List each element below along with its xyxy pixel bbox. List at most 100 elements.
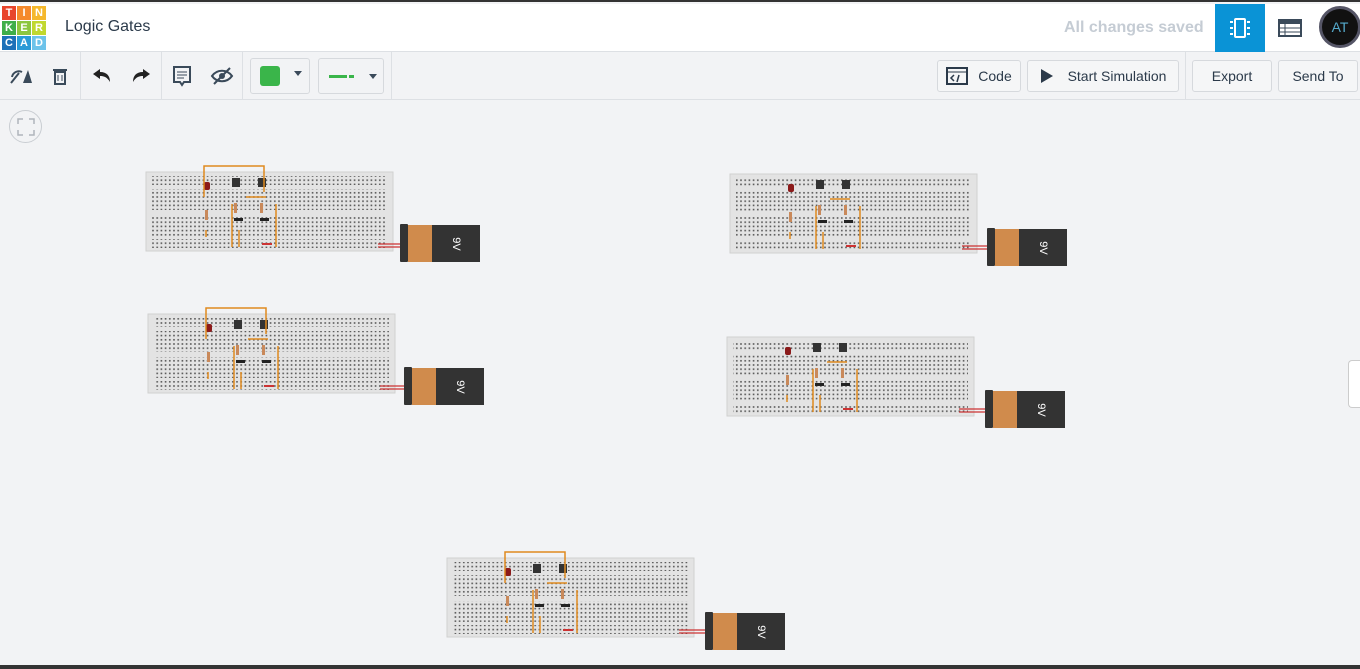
toggle-notes-visibility-button[interactable] [207,58,237,94]
pushbutton[interactable] [232,178,240,187]
led[interactable] [788,184,794,192]
pushbutton[interactable] [813,343,821,352]
circuit-5[interactable]: 9V [446,551,785,650]
logo-letter: N [32,6,46,20]
power-rail-wire [563,629,573,631]
pushbutton[interactable] [234,320,242,329]
notes-icon [173,66,191,87]
wires[interactable] [504,551,578,633]
battery-9v[interactable]: 9V [987,228,1067,266]
resistor [841,368,844,378]
resistor [207,352,210,362]
circuit-2[interactable]: 9V [729,173,1067,266]
power-rail-wire [846,245,856,247]
zoom-to-fit-button[interactable] [9,110,42,143]
transistor [535,604,544,607]
table-icon [1278,19,1302,37]
start-simulation-button[interactable]: Start Simulation [1027,60,1179,92]
resistor [818,205,821,215]
pushbutton[interactable] [559,564,567,573]
led[interactable] [206,324,212,332]
led[interactable] [505,568,511,576]
battery-9v[interactable]: 9V [400,224,480,262]
resistor [205,210,208,220]
pushbutton[interactable] [816,180,824,189]
chevron-down-icon [294,71,302,80]
save-status: All changes saved [1064,19,1204,36]
send-to-button[interactable]: Send To [1278,60,1358,92]
export-button[interactable]: Export [1192,60,1272,92]
code-button[interactable]: Code [937,60,1021,92]
wires[interactable] [205,307,279,389]
resistor [815,368,818,378]
logo-letter: T [2,6,16,20]
circuit-canvas[interactable]: 9V 9V 9V 9V 9V [0,101,1360,669]
wire-color-dropdown[interactable] [250,58,310,94]
resistor [236,345,239,355]
breadboard[interactable] [729,173,978,254]
transistor [260,218,269,221]
redo-button[interactable] [127,58,155,94]
transistor [234,218,243,221]
circuit-3[interactable]: 9V [147,307,484,405]
battery-label: 9V [1035,403,1047,417]
component-list-button[interactable] [1265,4,1315,52]
circuit-4[interactable]: 9V [726,336,1065,428]
wire-type-dropdown[interactable] [318,58,384,94]
logo-letter: R [32,21,46,35]
logo-letter: C [2,36,16,50]
breadboard[interactable] [147,313,396,394]
battery-label: 9V [1037,241,1049,255]
wires[interactable] [786,361,858,412]
led[interactable] [785,347,791,355]
wire-type-icon [329,75,354,78]
fit-icon [16,117,35,136]
power-rail-wire [264,385,274,387]
eye-slash-icon [210,67,234,85]
breadboard[interactable] [145,171,394,252]
rotate-button[interactable] [6,58,36,94]
breadboard[interactable] [726,336,975,417]
logo-letter: I [17,6,31,20]
battery-label: 9V [450,237,462,251]
resistor [260,203,263,213]
code-icon [946,67,969,85]
undo-button[interactable] [88,58,116,94]
pushbutton[interactable] [839,343,847,352]
component-panel-toggle[interactable] [1348,360,1360,408]
transistor [815,383,824,386]
led[interactable] [204,182,210,190]
trash-icon [53,69,67,85]
logo-letter: E [17,21,31,35]
pushbutton[interactable] [533,564,541,573]
breadboard[interactable] [446,557,695,638]
transistor [818,220,827,223]
chip-icon [1230,18,1250,38]
battery-9v[interactable]: 9V [404,367,484,405]
delete-button[interactable] [46,58,74,94]
resistor [561,589,564,599]
color-swatch [260,66,280,86]
resistor [789,212,792,222]
battery-9v[interactable]: 9V [985,390,1065,428]
circuit-1[interactable]: 9V [145,165,480,262]
pushbutton[interactable] [260,320,268,329]
resistor [535,589,538,599]
notes-button[interactable] [168,58,196,94]
user-avatar[interactable]: AT [1319,6,1360,48]
circuit-view-button[interactable] [1215,4,1265,52]
pushbutton[interactable] [258,178,266,187]
code-label: Code [978,68,1012,84]
transistor [236,360,245,363]
wires[interactable] [789,198,861,249]
battery-9v[interactable]: 9V [705,612,785,650]
transistor [561,604,570,607]
transistor [262,360,271,363]
resistor [262,345,265,355]
project-title[interactable]: Logic Gates [65,18,151,35]
wires[interactable] [203,165,277,247]
pushbutton[interactable] [842,180,850,189]
start-simulation-label: Start Simulation [1067,68,1167,84]
